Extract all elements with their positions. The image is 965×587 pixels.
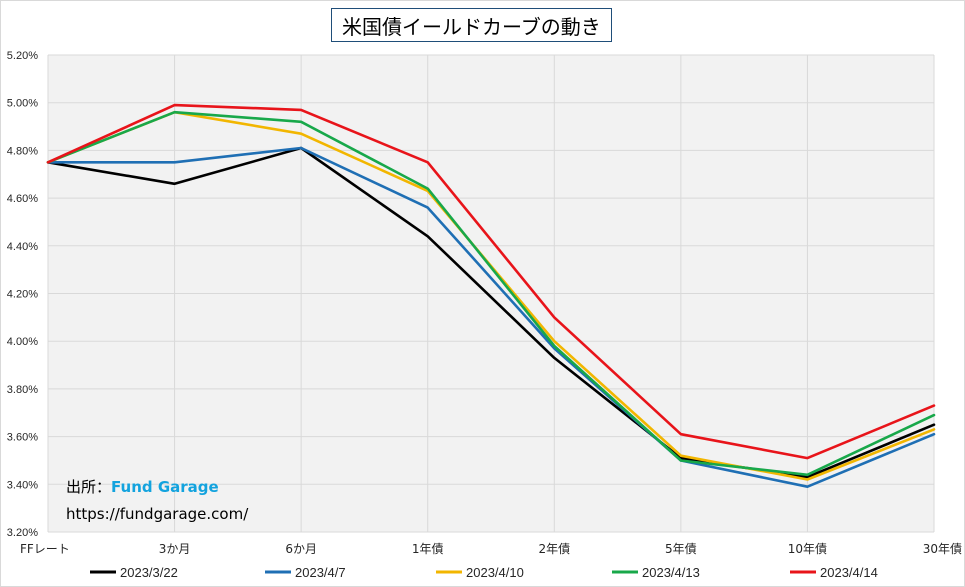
- legend-label: 2023/3/22: [120, 565, 178, 580]
- source-annotation: 出所：Fund Garage https://fundgarage.com/: [66, 478, 249, 523]
- y-tick-label: 4.20%: [7, 289, 38, 301]
- source-prefix: 出所：: [66, 478, 111, 496]
- gridlines: [47, 54, 935, 533]
- series-lines: [46, 103, 936, 489]
- y-tick-label: 3.20%: [7, 527, 38, 539]
- x-tick-label: 30年債: [923, 541, 962, 556]
- source-url: https://fundgarage.com/: [66, 505, 249, 523]
- x-tick-label: 10年債: [788, 541, 827, 556]
- x-tick-label: 2年債: [538, 541, 570, 556]
- y-tick-label: 4.80%: [7, 145, 38, 157]
- x-tick-label: 1年債: [412, 541, 444, 556]
- source-name: Fund Garage: [111, 478, 219, 496]
- legend-label: 2023/4/14: [820, 565, 878, 580]
- y-tick-label: 3.80%: [7, 384, 38, 396]
- x-tick-label: 6か月: [285, 542, 317, 556]
- y-tick-label: 3.60%: [7, 432, 38, 444]
- series-line-0: [46, 146, 936, 479]
- y-tick-label: 3.40%: [7, 479, 38, 491]
- y-axis-tick-labels: 3.20% 3.40% 3.60% 3.80% 4.00% 4.20% 4.40% 4.60%…: [7, 50, 38, 539]
- legend-label: 2023/4/10: [466, 565, 524, 580]
- y-tick-label: 4.00%: [7, 336, 38, 348]
- legend-label: 2023/4/13: [642, 565, 700, 580]
- series-line-1: [46, 146, 936, 489]
- y-tick-label: 4.60%: [7, 193, 38, 205]
- legend: 2023/3/22 2023/4/7 2023/4/10 2023/4/13 2023/…: [90, 565, 878, 580]
- source-label: 出所：Fund Garage: [66, 478, 219, 496]
- series-line-3: [46, 110, 936, 477]
- x-tick-label: 3か月: [159, 542, 191, 556]
- x-tick-label: FFレート: [20, 542, 70, 556]
- x-axis-tick-labels: FFレート 3か月 6か月 1年債 2年債 5年債 10年債 30年債: [20, 541, 962, 556]
- x-tick-label: 5年債: [665, 541, 697, 556]
- y-tick-label: 4.40%: [7, 241, 38, 253]
- y-tick-label: 5.00%: [7, 98, 38, 110]
- y-tick-label: 5.20%: [7, 50, 38, 62]
- series-line-4: [46, 103, 936, 460]
- chart-title: 米国債イールドカーブの動き: [331, 8, 612, 42]
- legend-label: 2023/4/7: [295, 565, 346, 580]
